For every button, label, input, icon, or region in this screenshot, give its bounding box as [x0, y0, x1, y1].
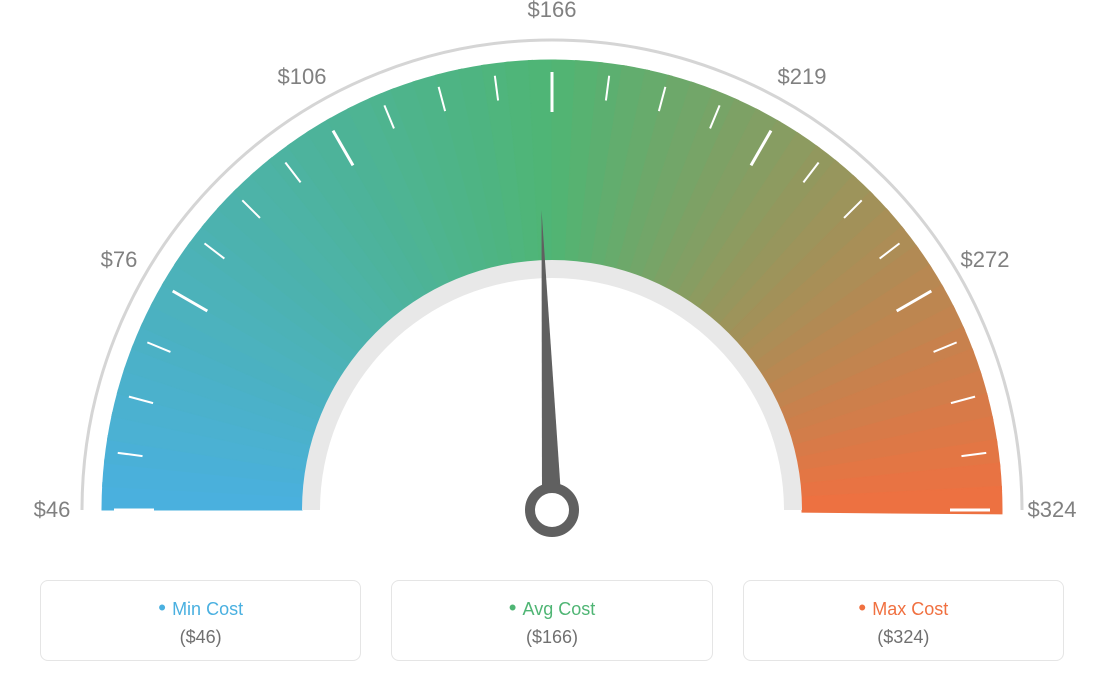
legend-avg-value: ($166) [402, 627, 701, 648]
gauge-tick-label: $166 [528, 0, 577, 23]
legend-avg-label: Avg Cost [402, 595, 701, 621]
gauge-tick-label: $46 [34, 497, 71, 523]
gauge-tick-label: $106 [278, 64, 327, 90]
legend-card-max: Max Cost ($324) [743, 580, 1064, 661]
gauge-tick-label: $272 [961, 247, 1010, 273]
legend-card-avg: Avg Cost ($166) [391, 580, 712, 661]
gauge-tick-label: $324 [1028, 497, 1077, 523]
gauge-chart: $46 $76 $106 $166 $219 $272 $324 [0, 0, 1104, 560]
legend-row: Min Cost ($46) Avg Cost ($166) Max Cost … [0, 580, 1104, 661]
gauge-tick-label: $219 [778, 64, 827, 90]
legend-max-value: ($324) [754, 627, 1053, 648]
gauge-tick-label: $76 [101, 247, 138, 273]
legend-min-label: Min Cost [51, 595, 350, 621]
legend-max-label: Max Cost [754, 595, 1053, 621]
legend-min-value: ($46) [51, 627, 350, 648]
legend-card-min: Min Cost ($46) [40, 580, 361, 661]
gauge-svg [0, 0, 1104, 560]
